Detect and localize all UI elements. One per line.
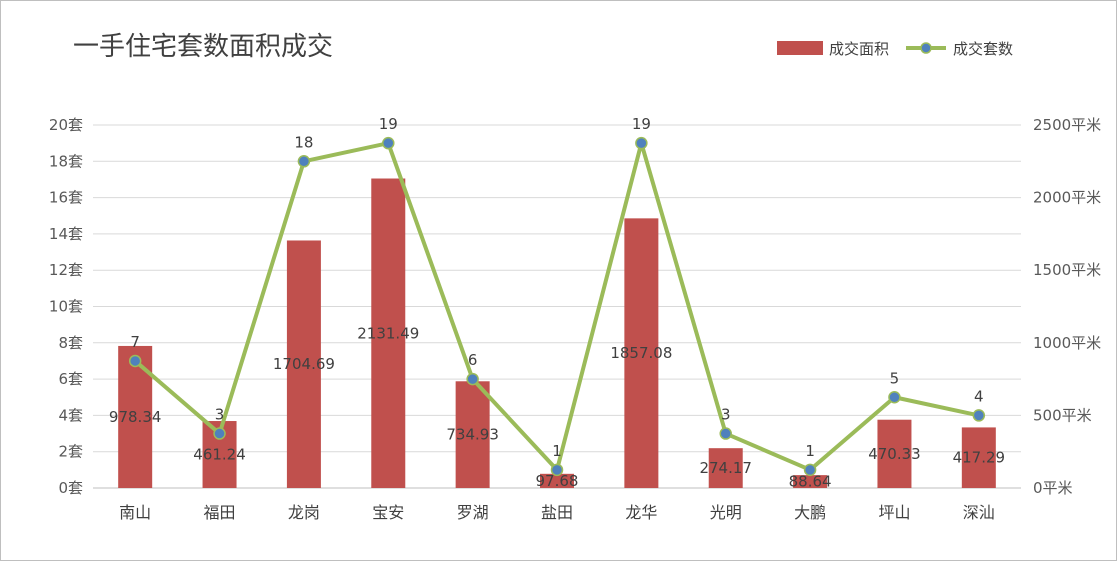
- left-tick-label: 6套: [58, 370, 83, 388]
- count-point-龙华: [635, 136, 648, 150]
- category-label: 光明: [710, 503, 742, 522]
- bar-光明: [708, 448, 743, 488]
- area-data-label: 470.33: [868, 445, 921, 463]
- data-labels: 978.34461.241704.692131.49734.9397.68185…: [109, 115, 1005, 490]
- count-data-label: 7: [130, 333, 140, 351]
- count-point-盐田: [550, 463, 564, 477]
- legend: 成交面积 成交套数: [777, 40, 1013, 58]
- left-tick-label: 20套: [49, 116, 83, 134]
- count-data-label: 6: [468, 351, 478, 369]
- area-data-label: 417.29: [953, 449, 1006, 467]
- right-tick-label: 1500平米: [1033, 261, 1101, 279]
- count-data-label: 5: [890, 369, 900, 387]
- bar-大鹏: [793, 475, 828, 488]
- area-data-label: 734.93: [446, 426, 499, 444]
- category-label: 大鹏: [794, 503, 826, 522]
- left-tick-label: 0套: [58, 479, 83, 497]
- area-data-label: 1704.69: [273, 355, 335, 373]
- legend-label-count: 成交套数: [953, 40, 1013, 58]
- right-tick-label: 500平米: [1033, 406, 1092, 424]
- category-label: 福田: [204, 503, 236, 522]
- bar-宝安: [371, 178, 406, 489]
- left-tick-label: 16套: [49, 189, 83, 207]
- category-label: 盐田: [541, 503, 573, 522]
- bar-盐田: [540, 473, 574, 488]
- left-axis-ticks: 0套 2套 4套 6套 8套 10套 12套 14套 16套 18套 20套: [49, 116, 83, 497]
- left-tick-label: 18套: [49, 152, 83, 170]
- right-tick-label: 2500平米: [1033, 116, 1101, 134]
- count-data-label: 3: [215, 406, 225, 424]
- bar-深汕: [961, 427, 996, 488]
- right-tick-label: 2000平米: [1033, 189, 1101, 207]
- left-tick-label: 4套: [58, 406, 83, 424]
- count-point-坪山: [888, 391, 901, 404]
- count-point-罗湖: [466, 372, 479, 386]
- left-tick-label: 8套: [58, 334, 83, 352]
- left-tick-label: 14套: [49, 225, 83, 243]
- bar-龙华: [624, 218, 659, 488]
- left-tick-label: 10套: [49, 298, 83, 316]
- category-label: 罗湖: [457, 503, 489, 522]
- left-tick-label: 2套: [58, 443, 83, 461]
- bar-坪山: [877, 419, 912, 488]
- count-point-大鹏: [803, 463, 817, 477]
- right-tick-label: 1000平米: [1033, 334, 1101, 352]
- line-series: [128, 136, 986, 477]
- count-point-深汕: [972, 409, 986, 422]
- chart-title: 一手住宅套数面积成交: [73, 32, 333, 62]
- left-tick-label: 12套: [49, 261, 83, 279]
- area-data-label: 97.68: [536, 472, 579, 490]
- area-data-label: 2131.49: [357, 324, 419, 342]
- count-point-南山: [128, 354, 142, 368]
- area-data-label: 274.17: [699, 459, 752, 477]
- count-data-label: 3: [721, 406, 731, 424]
- count-point-福田: [213, 427, 226, 440]
- count-data-label: 18: [294, 133, 313, 151]
- area-data-label: 461.24: [193, 446, 246, 464]
- count-data-label: 19: [379, 115, 398, 133]
- count-point-宝安: [382, 136, 395, 150]
- area-data-label: 88.64: [789, 473, 832, 491]
- legend-swatch-area: [777, 41, 823, 55]
- right-tick-label: 0平米: [1033, 479, 1073, 497]
- count-data-label: 19: [632, 115, 651, 133]
- category-label: 龙华: [625, 503, 657, 522]
- count-data-label: 4: [974, 387, 984, 405]
- area-data-label: 1857.08: [610, 344, 672, 362]
- category-label: 宝安: [372, 503, 404, 522]
- area-data-label: 978.34: [109, 408, 162, 426]
- bar-龙岗: [286, 240, 321, 488]
- count-point-龙岗: [297, 155, 311, 168]
- legend-label-area: 成交面积: [829, 40, 889, 58]
- category-label: 坪山: [878, 503, 910, 522]
- category-label: 深汕: [963, 503, 995, 522]
- count-data-label: 1: [552, 442, 562, 460]
- legend-marker-count: [920, 42, 932, 54]
- category-labels: 南山 福田 龙岗 宝安 罗湖 盐田 龙华 光明 大鹏 坪山 深汕: [119, 503, 995, 522]
- category-label: 龙岗: [288, 503, 320, 522]
- count-point-光明: [719, 427, 732, 440]
- count-data-label: 1: [805, 442, 815, 460]
- category-label: 南山: [119, 503, 151, 522]
- bar-series: [118, 178, 996, 489]
- right-axis-ticks: 0平米 500平米 1000平米 1500平米 2000平米 2500平米: [1033, 116, 1101, 497]
- bar-罗湖: [455, 381, 490, 488]
